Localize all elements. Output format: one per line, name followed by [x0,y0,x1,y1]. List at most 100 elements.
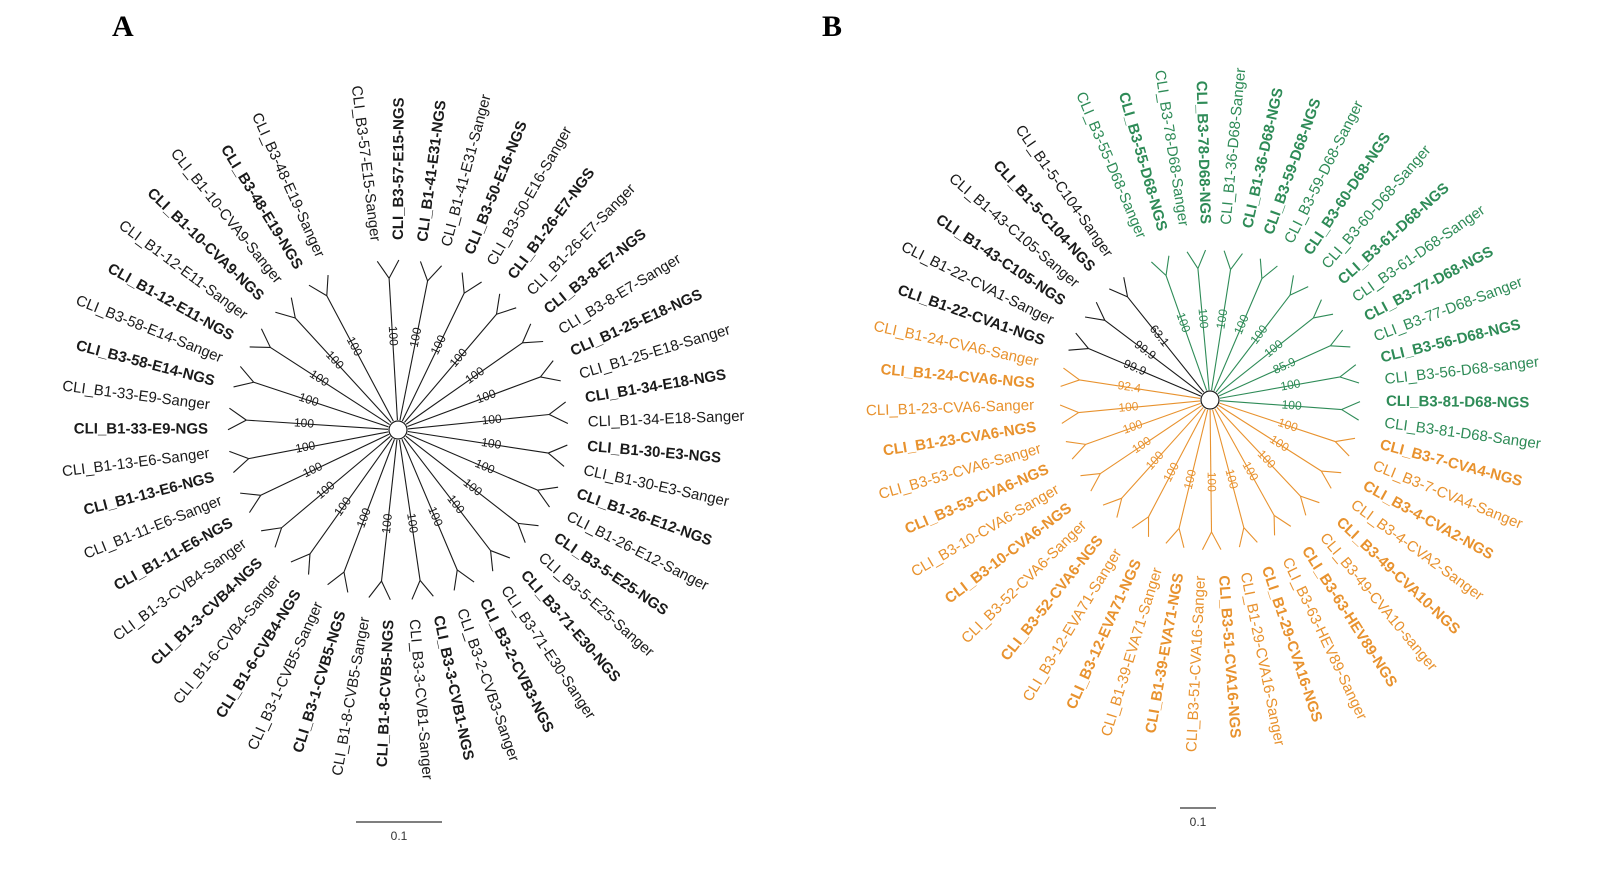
tree-tip-branch [521,323,532,343]
bootstrap-value: 100 [294,415,315,430]
tree-tip-branch [260,328,271,348]
tree-branch [1219,400,1342,411]
tree-tip-branch [233,381,254,388]
tree-branch [407,430,549,454]
bootstrap-value: 100 [1121,417,1145,437]
bootstrap-value: 100 [428,332,449,356]
tree-branch [404,313,497,423]
tree-tip-branch [1095,301,1106,321]
scale-bar-label: 0.1 [391,829,408,843]
bootstrap-value: 100 [344,334,366,359]
tree-branch [1219,376,1341,399]
bootstrap-value: 100 [1239,459,1261,484]
tree-branch [1088,348,1202,397]
tree-branch [253,381,389,428]
tree-branch [248,431,389,460]
leaf-label: CLI_B3-3-CVB1-Sanger [406,619,436,781]
tree-tip-branch [1289,275,1294,296]
tree-branch [1218,345,1331,397]
tree-tip-branch [275,311,296,319]
bootstrap-value: 100 [1276,415,1300,435]
bootstrap-value: 92.4 [1117,378,1143,395]
tree-tip-branch [547,452,565,467]
tree-branch [1121,407,1204,499]
tree-tip-branch [249,346,271,348]
bootstrap-value: 100 [1181,468,1199,491]
tree-tip-branch [1223,250,1232,270]
tree-branch [1078,400,1201,414]
tree-tip-branch [381,580,391,601]
tree-tip-branch [1321,470,1342,474]
tree-tip-branch [517,523,526,543]
tree-tip-branch [233,458,250,473]
tree-branch [401,292,465,422]
tree-tip-branch [490,550,494,572]
tree-tip-branch [453,569,458,591]
bootstrap-value: 100 [386,325,401,346]
tree-tip-branch [1071,444,1087,460]
leaf-label: CLI_B3-51-CVA16-Sanger [1183,575,1209,752]
tree-tip-branch [1080,472,1101,477]
bootstrap-value: 100 [1281,397,1302,412]
tree-tip-branch [1335,437,1356,443]
tree-branch [1148,408,1206,518]
tree-branch [399,280,429,421]
tree-tip-branch [1341,409,1359,421]
bootstrap-value: 100 [425,505,446,529]
tree-tip-branch [1339,364,1357,378]
tree-panel-a: 100 100 1001001001001001001001001001001001… [61,85,745,843]
tree-panel-b: 100 100 100 10010010085.9100100100100100100… [866,67,1542,829]
bootstrap-value: 100 [473,456,497,477]
tree-branch [1212,409,1245,528]
tree-tip-branch [548,444,568,454]
tree-tip-branch [427,265,443,282]
bootstrap-value: 100 [1231,312,1252,336]
bootstrap-value: 100 [1213,308,1230,330]
tree-branch [1217,317,1314,395]
bootstrap-value: 100 [1160,460,1182,485]
tree-tip-branch [1178,528,1185,548]
tree-tip-branch [419,261,429,282]
tree-branch [1211,269,1232,391]
tree-tip-branch [463,281,482,294]
tree-tip-branch [1165,255,1170,276]
bootstrap-value: 100 [407,326,425,349]
tree-branch [309,437,393,555]
leaf-label: CLI_B3-78-D68-NGS [1193,80,1214,224]
leaf-label: CLI_B1-30-E3-NGS [587,438,722,467]
tree-tip-branch [1201,531,1212,551]
tree-tip-branch [1312,299,1322,319]
tree-tip-branch [307,553,311,575]
tree-branch [1216,406,1301,497]
tree-tip-branch [1151,261,1167,276]
tree-branch [406,433,538,491]
tree-tip-branch [456,569,475,583]
tree-tip-branch [1330,345,1351,348]
tree-tip-branch [1300,495,1320,504]
leaf-label: CLI_B3-57-E15-NGS [390,97,408,240]
tree-tip-branch [274,527,283,548]
tree-branch [1209,409,1213,532]
tree-branch [407,413,550,430]
tree-tip-branch [1341,401,1361,411]
tree-tip-branch [1109,288,1128,298]
leaf-label: CLI_B1-24-CVA6-NGS [880,361,1036,392]
tree-tip-branch [229,450,249,460]
tree-branch [294,317,392,424]
tree-tip-branch [227,419,247,431]
tree-tip-branch [1211,531,1222,550]
tree-branch [405,435,519,524]
bootstrap-value: 100 [354,506,374,530]
tree-tip-branch [1165,527,1180,544]
tree-tip-branch [1123,277,1129,298]
bootstrap-value: 100 [462,364,487,387]
tree-tip-branch [290,553,311,563]
tree-tip-branch [537,486,559,491]
tree-tip-branch [1289,286,1309,296]
bootstrap-value: 100 [404,512,421,534]
tree-branch [401,438,458,571]
tree-tip-branch [537,489,550,508]
tree-branch [1100,405,1203,474]
tree-tip-branch [1065,441,1086,445]
